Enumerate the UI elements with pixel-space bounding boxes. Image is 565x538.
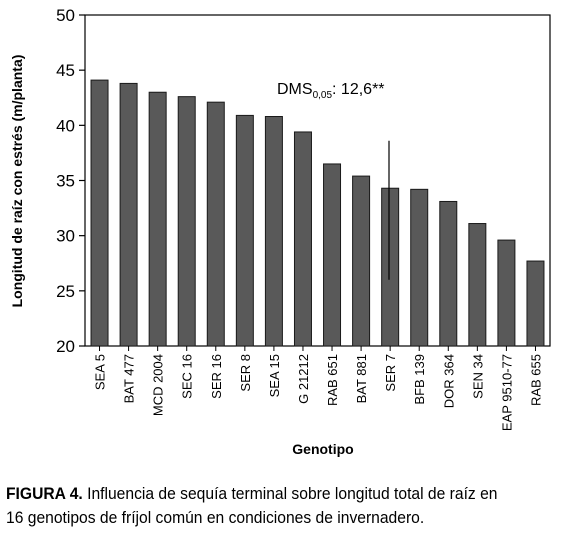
- bar: [323, 163, 342, 347]
- dms-annotation: DMS0,05: 12,6**: [277, 81, 385, 101]
- caption-text: Influencia de sequía terminal sobre long…: [6, 484, 498, 527]
- figure-caption: FIGURA 4. Influencia de sequía terminal …: [6, 482, 517, 530]
- y-axis-label: Longitud de raíz con estrés (m/planta): [9, 55, 25, 308]
- x-tick-label: EAP 9510-77: [499, 354, 514, 431]
- bar: [439, 200, 458, 347]
- x-tick-label: SEA 5: [93, 354, 108, 390]
- x-tick-label: BAT 881: [354, 354, 369, 403]
- bar: [526, 260, 545, 347]
- bar: [206, 101, 225, 347]
- bar: [264, 116, 283, 347]
- bar: [468, 223, 487, 347]
- x-tick-label: RAB 651: [325, 354, 340, 406]
- x-tick-label: G 21212: [296, 354, 311, 404]
- bar: [410, 188, 429, 347]
- bar: [352, 175, 371, 347]
- x-tick-label: MCD 2004: [151, 354, 166, 416]
- bar: [148, 91, 167, 347]
- bar: [177, 96, 196, 347]
- x-axis-label: Genotipo: [292, 441, 353, 457]
- y-tick-label: 20: [56, 337, 75, 356]
- x-tick-label: SER 7: [383, 354, 398, 392]
- x-tick-label: SEN 34: [470, 354, 485, 399]
- x-tick-label: DOR 364: [441, 354, 456, 408]
- x-tick-label: SEA 15: [267, 354, 282, 397]
- caption-label: FIGURA 4.: [6, 484, 83, 503]
- x-tick-label: SER 16: [209, 354, 224, 399]
- y-tick-label: 45: [56, 61, 75, 80]
- x-tick-label: SER 8: [238, 354, 253, 392]
- y-tick-label: 25: [56, 282, 75, 301]
- bar: [381, 187, 400, 347]
- bar: [497, 239, 516, 347]
- x-tick-label: BFB 139: [412, 354, 427, 405]
- x-tick-label: BAT 477: [122, 354, 137, 403]
- y-tick-label: 30: [56, 227, 75, 246]
- x-tick-label: SEC 16: [180, 354, 195, 399]
- y-tick-label: 50: [56, 6, 75, 25]
- bar-chart: 20 25 30 35 40 45 50 SEA 5 BAT 477 MCD 2004 SEC 16…: [9, 6, 551, 457]
- y-tick-label: 35: [56, 172, 75, 191]
- bar: [293, 131, 312, 347]
- bar: [235, 114, 254, 347]
- bar: [90, 79, 109, 347]
- x-tick-label: RAB 655: [528, 354, 543, 406]
- bar: [119, 82, 138, 347]
- y-tick-label: 40: [56, 116, 75, 135]
